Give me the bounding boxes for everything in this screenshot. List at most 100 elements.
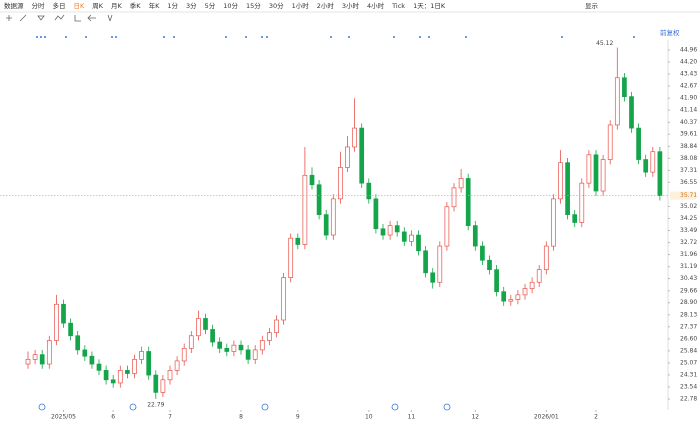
measure-tool[interactable] xyxy=(74,15,81,22)
event-icon[interactable] xyxy=(443,403,451,411)
arrow-tool[interactable] xyxy=(87,14,96,22)
event-icon[interactable] xyxy=(38,403,46,411)
candle-body xyxy=(54,303,59,341)
event-dot xyxy=(44,36,46,38)
drawing-tools[interactable] xyxy=(6,14,113,22)
candle-body xyxy=(181,347,187,362)
candle-body xyxy=(75,335,81,351)
toolbar-item[interactable]: 2小时 xyxy=(317,1,335,10)
x-tick-label: 2026/01 xyxy=(534,414,559,421)
candle-body xyxy=(309,174,315,186)
candle-body xyxy=(430,272,436,283)
candle-body xyxy=(529,281,535,289)
adjust-label[interactable]: 前复权 xyxy=(660,28,680,37)
candle-body xyxy=(316,184,322,215)
toolbar-item[interactable]: 4小时 xyxy=(367,1,385,10)
candle-body xyxy=(125,370,130,374)
candle-body xyxy=(387,225,393,236)
crosshair-tool[interactable] xyxy=(6,15,12,21)
y-tick-label: 36.55 xyxy=(680,179,697,186)
candle-body xyxy=(607,124,613,160)
toolbar-item[interactable]: 月K xyxy=(111,2,123,10)
candle-body xyxy=(224,347,230,352)
toolbar-item[interactable]: 年K xyxy=(149,1,161,10)
candle-body xyxy=(494,269,499,293)
candle-body xyxy=(188,335,194,349)
event-icon[interactable] xyxy=(129,403,137,411)
toolbar-item[interactable]: 1分 xyxy=(167,1,178,10)
toolbar-item[interactable]: 30分 xyxy=(269,1,284,10)
event-dot xyxy=(330,36,332,38)
toolbar-item[interactable]: 10分 xyxy=(223,1,238,10)
candle-body xyxy=(302,174,308,245)
toolbar-item[interactable]: 数据源 xyxy=(4,1,24,10)
candle-body xyxy=(203,318,208,330)
candle-body xyxy=(267,332,272,341)
candle-body xyxy=(103,370,109,381)
toolbar-item[interactable]: 1天：1日K xyxy=(413,2,446,10)
event-dot xyxy=(393,36,395,38)
candle-body xyxy=(508,299,514,302)
wave-tool[interactable] xyxy=(54,14,65,21)
x-tick-label: 12 xyxy=(471,414,479,421)
text-tool[interactable] xyxy=(107,14,113,22)
event-dot xyxy=(561,36,563,38)
line-tool[interactable] xyxy=(19,14,27,22)
event-dot xyxy=(111,36,113,38)
y-tick-label: 28.13 xyxy=(680,311,697,318)
toolbar-item[interactable]: 日K xyxy=(74,2,86,10)
candle-body xyxy=(330,198,336,236)
x-tick-label: 10 xyxy=(365,414,373,421)
y-tick-label: 40.37 xyxy=(680,119,697,126)
toolbar-item[interactable]: 1小时 xyxy=(292,1,310,10)
candle-body xyxy=(32,354,38,360)
y-tick-label: 30.43 xyxy=(680,275,697,282)
y-tick-label: 43.43 xyxy=(680,71,697,78)
display-menu[interactable]: 显示 xyxy=(585,2,599,10)
candle-body xyxy=(380,228,386,236)
x-tick-label: 8 xyxy=(239,414,243,421)
toolbar-item[interactable]: 15分 xyxy=(246,1,261,10)
y-tick-label: 25.84 xyxy=(680,347,697,354)
toolbar-item[interactable]: 多日 xyxy=(53,1,66,10)
event-dot xyxy=(36,36,38,38)
event-icons[interactable] xyxy=(38,403,451,411)
x-tick-label: 2 xyxy=(594,414,598,421)
toolbar-item[interactable]: 季K xyxy=(130,1,142,10)
candle-body xyxy=(238,344,244,351)
y-tick-label: 37.31 xyxy=(680,167,697,174)
candle-body xyxy=(39,354,45,365)
x-tick-label: 9 xyxy=(296,414,300,421)
y-tick-label: 41.14 xyxy=(680,107,697,114)
x-tick-label: 7 xyxy=(168,414,172,421)
x-tick-label: 6 xyxy=(111,414,115,421)
event-icon[interactable] xyxy=(261,403,269,411)
toolbar-item[interactable]: 3分 xyxy=(186,1,197,10)
last-price-tag xyxy=(670,191,696,200)
candle-body xyxy=(167,370,173,381)
candle-body xyxy=(139,351,144,360)
candle-body xyxy=(288,237,294,278)
candle-body xyxy=(153,374,159,393)
candle-body xyxy=(650,151,656,173)
candle-body xyxy=(501,291,507,302)
candle-body xyxy=(366,182,372,200)
candle-body xyxy=(536,269,542,283)
candle-body xyxy=(61,303,66,324)
toolbar-item[interactable]: 分时 xyxy=(32,1,46,10)
candle-body xyxy=(636,127,641,160)
candle-body xyxy=(444,206,450,247)
event-dot xyxy=(225,36,227,38)
y-tick-label: 28.90 xyxy=(680,299,697,306)
toolbar-item[interactable]: 周K xyxy=(92,2,104,10)
toolbar-item[interactable]: Tick xyxy=(391,2,405,10)
event-dot xyxy=(115,36,117,38)
candle-body xyxy=(600,159,606,192)
candle-body xyxy=(558,162,563,200)
toolbar-item[interactable]: 5分 xyxy=(205,1,216,10)
y-tick-label: 35.02 xyxy=(680,203,697,210)
toolbar-item[interactable]: 3小时 xyxy=(342,1,360,10)
event-dot xyxy=(245,36,247,38)
event-icon[interactable] xyxy=(391,403,399,411)
shape-tool[interactable] xyxy=(37,15,45,21)
